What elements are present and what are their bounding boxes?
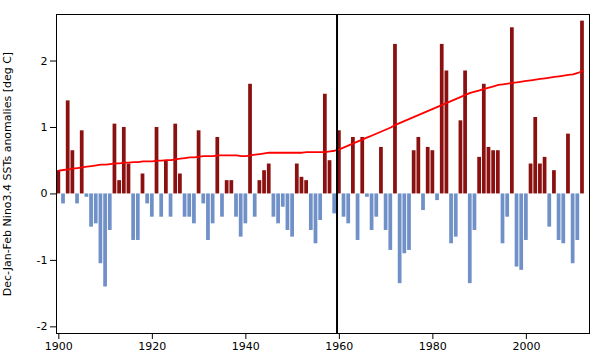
svg-text:1900: 1900	[45, 340, 73, 353]
svg-text:0: 0	[41, 187, 48, 200]
svg-text:-2: -2	[37, 320, 48, 333]
svg-text:2000: 2000	[512, 340, 540, 353]
svg-text:1920: 1920	[138, 340, 166, 353]
svg-text:1960: 1960	[325, 340, 353, 353]
svg-text:2: 2	[41, 55, 48, 68]
svg-text:-1: -1	[37, 254, 48, 267]
svg-text:1: 1	[41, 121, 48, 134]
svg-text:1980: 1980	[419, 340, 447, 353]
svg-text:Dec-Jan-Feb Nino3.4 SSTs anoma: Dec-Jan-Feb Nino3.4 SSTs anomalies [deg …	[1, 52, 14, 296]
svg-text:1940: 1940	[232, 340, 260, 353]
